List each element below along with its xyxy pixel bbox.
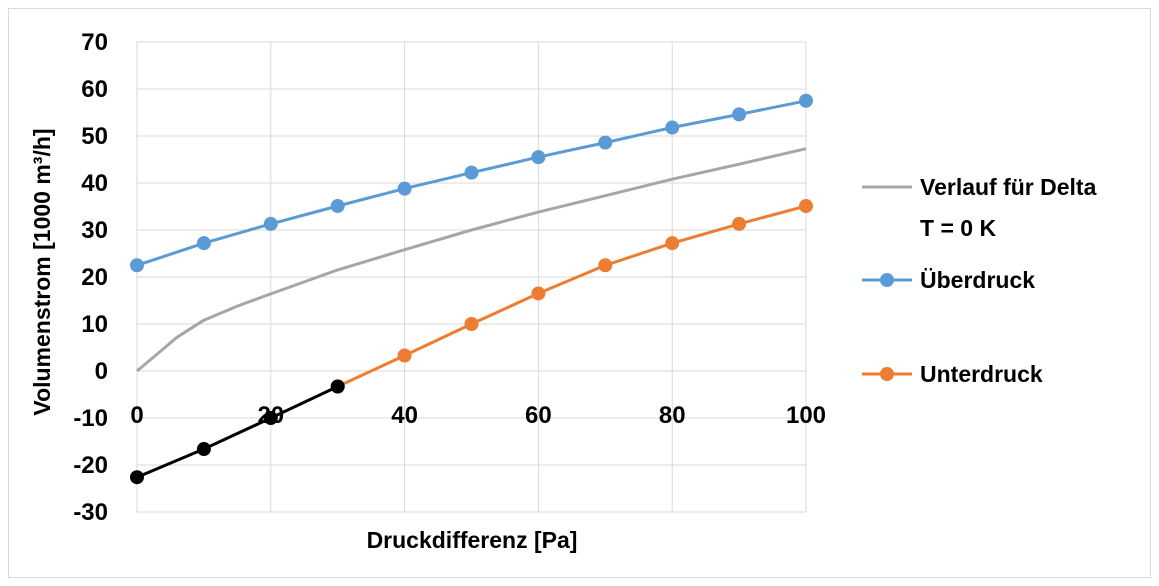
data-point	[464, 317, 479, 331]
y-tick-label: 70	[81, 29, 108, 56]
x-tick-label: 80	[659, 402, 686, 429]
series-1	[130, 93, 813, 273]
x-axis-title: Druckdifferenz [Pa]	[367, 527, 578, 553]
series-0	[136, 147, 807, 373]
legend-item: Überdruck	[862, 267, 1035, 293]
series-layer	[130, 93, 813, 485]
data-point	[130, 470, 144, 485]
legend-item: Verlauf für Delta T = 0 K	[862, 174, 1097, 241]
data-point	[464, 165, 479, 180]
data-point	[196, 442, 211, 457]
legend-marker	[880, 367, 894, 381]
y-tick-label: -30	[73, 499, 108, 526]
y-tick-label: 30	[81, 217, 108, 244]
data-point	[330, 379, 345, 394]
data-point	[397, 181, 412, 196]
y-tick-label: 20	[81, 264, 108, 291]
y-tick-label: 60	[81, 76, 108, 103]
legend-label: T = 0 K	[920, 215, 996, 241]
y-tick-label: 50	[81, 123, 108, 150]
data-point	[330, 199, 345, 214]
x-tick-label: 0	[130, 402, 143, 429]
series-2	[330, 199, 813, 394]
x-tick-label: 60	[525, 402, 552, 429]
data-point	[665, 120, 680, 135]
legend: Verlauf für Delta T = 0 K Überdruck Unterdr…	[862, 174, 1097, 387]
x-axis-ticks: 0 20 40 60 80 100	[130, 402, 826, 429]
data-point	[598, 258, 613, 273]
data-point	[130, 258, 144, 273]
y-tick-label: 10	[81, 311, 108, 338]
data-point	[665, 236, 680, 251]
y-tick-label: 0	[95, 358, 108, 385]
y-tick-label: -10	[73, 405, 108, 432]
y-tick-label: 40	[81, 170, 108, 197]
y-axis-ticks: 70 60 50 40 30 20 10 0 -10 -20 -30	[73, 29, 108, 526]
x-tick-label: 100	[786, 402, 826, 429]
series-3	[130, 379, 345, 485]
data-point	[263, 411, 278, 425]
x-tick-label: 40	[391, 402, 418, 429]
data-point	[732, 107, 747, 122]
data-point	[263, 216, 278, 231]
chart-frame	[8, 8, 1151, 578]
data-point	[732, 216, 747, 231]
series-line	[136, 385, 339, 479]
grid-lines	[136, 41, 807, 513]
legend-label: Unterdruck	[920, 361, 1043, 387]
x-tick-label: 20	[257, 402, 284, 429]
series-line	[337, 204, 807, 388]
legend-marker	[880, 273, 894, 287]
data-point	[799, 93, 813, 108]
y-axis-title: Volumenstrom [1000 m³/h]	[29, 128, 55, 415]
series-line	[136, 147, 807, 373]
legend-item: Unterdruck	[862, 361, 1043, 387]
data-point	[397, 348, 412, 363]
data-point	[799, 199, 813, 214]
data-point	[598, 135, 613, 150]
data-point	[531, 286, 546, 301]
data-point	[196, 236, 211, 251]
legend-label: Überdruck	[920, 267, 1035, 293]
y-tick-label: -20	[73, 452, 108, 479]
data-point	[531, 150, 546, 165]
legend-label: Verlauf für Delta	[920, 174, 1097, 200]
